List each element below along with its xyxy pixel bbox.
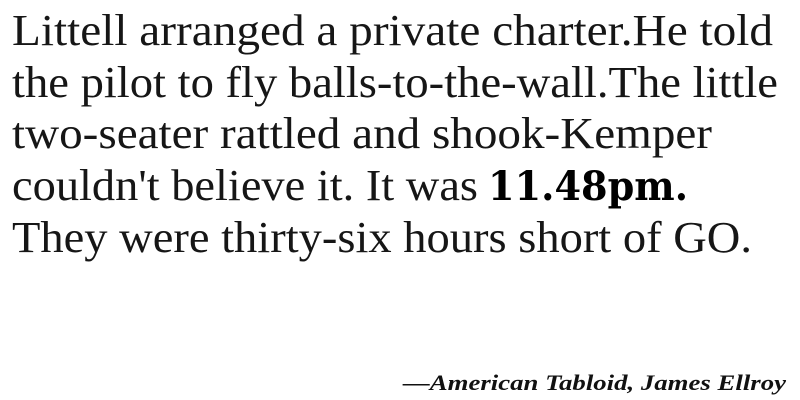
attribution: —American Tabloid, James Ellroy bbox=[402, 370, 787, 395]
quote-emphasis: 11.48pm. bbox=[488, 163, 688, 210]
quote-line: They were thirty-six hours short of GO. bbox=[12, 213, 752, 262]
quote-line: two-seater rattled and shook-Kemper bbox=[12, 109, 712, 158]
quote-line: Littell arranged a private charter.He to… bbox=[12, 6, 773, 55]
quote-line: couldn't believe it. It was bbox=[12, 161, 478, 210]
quote-line: the pilot to fly balls-to-the-wall.The l… bbox=[12, 58, 778, 107]
